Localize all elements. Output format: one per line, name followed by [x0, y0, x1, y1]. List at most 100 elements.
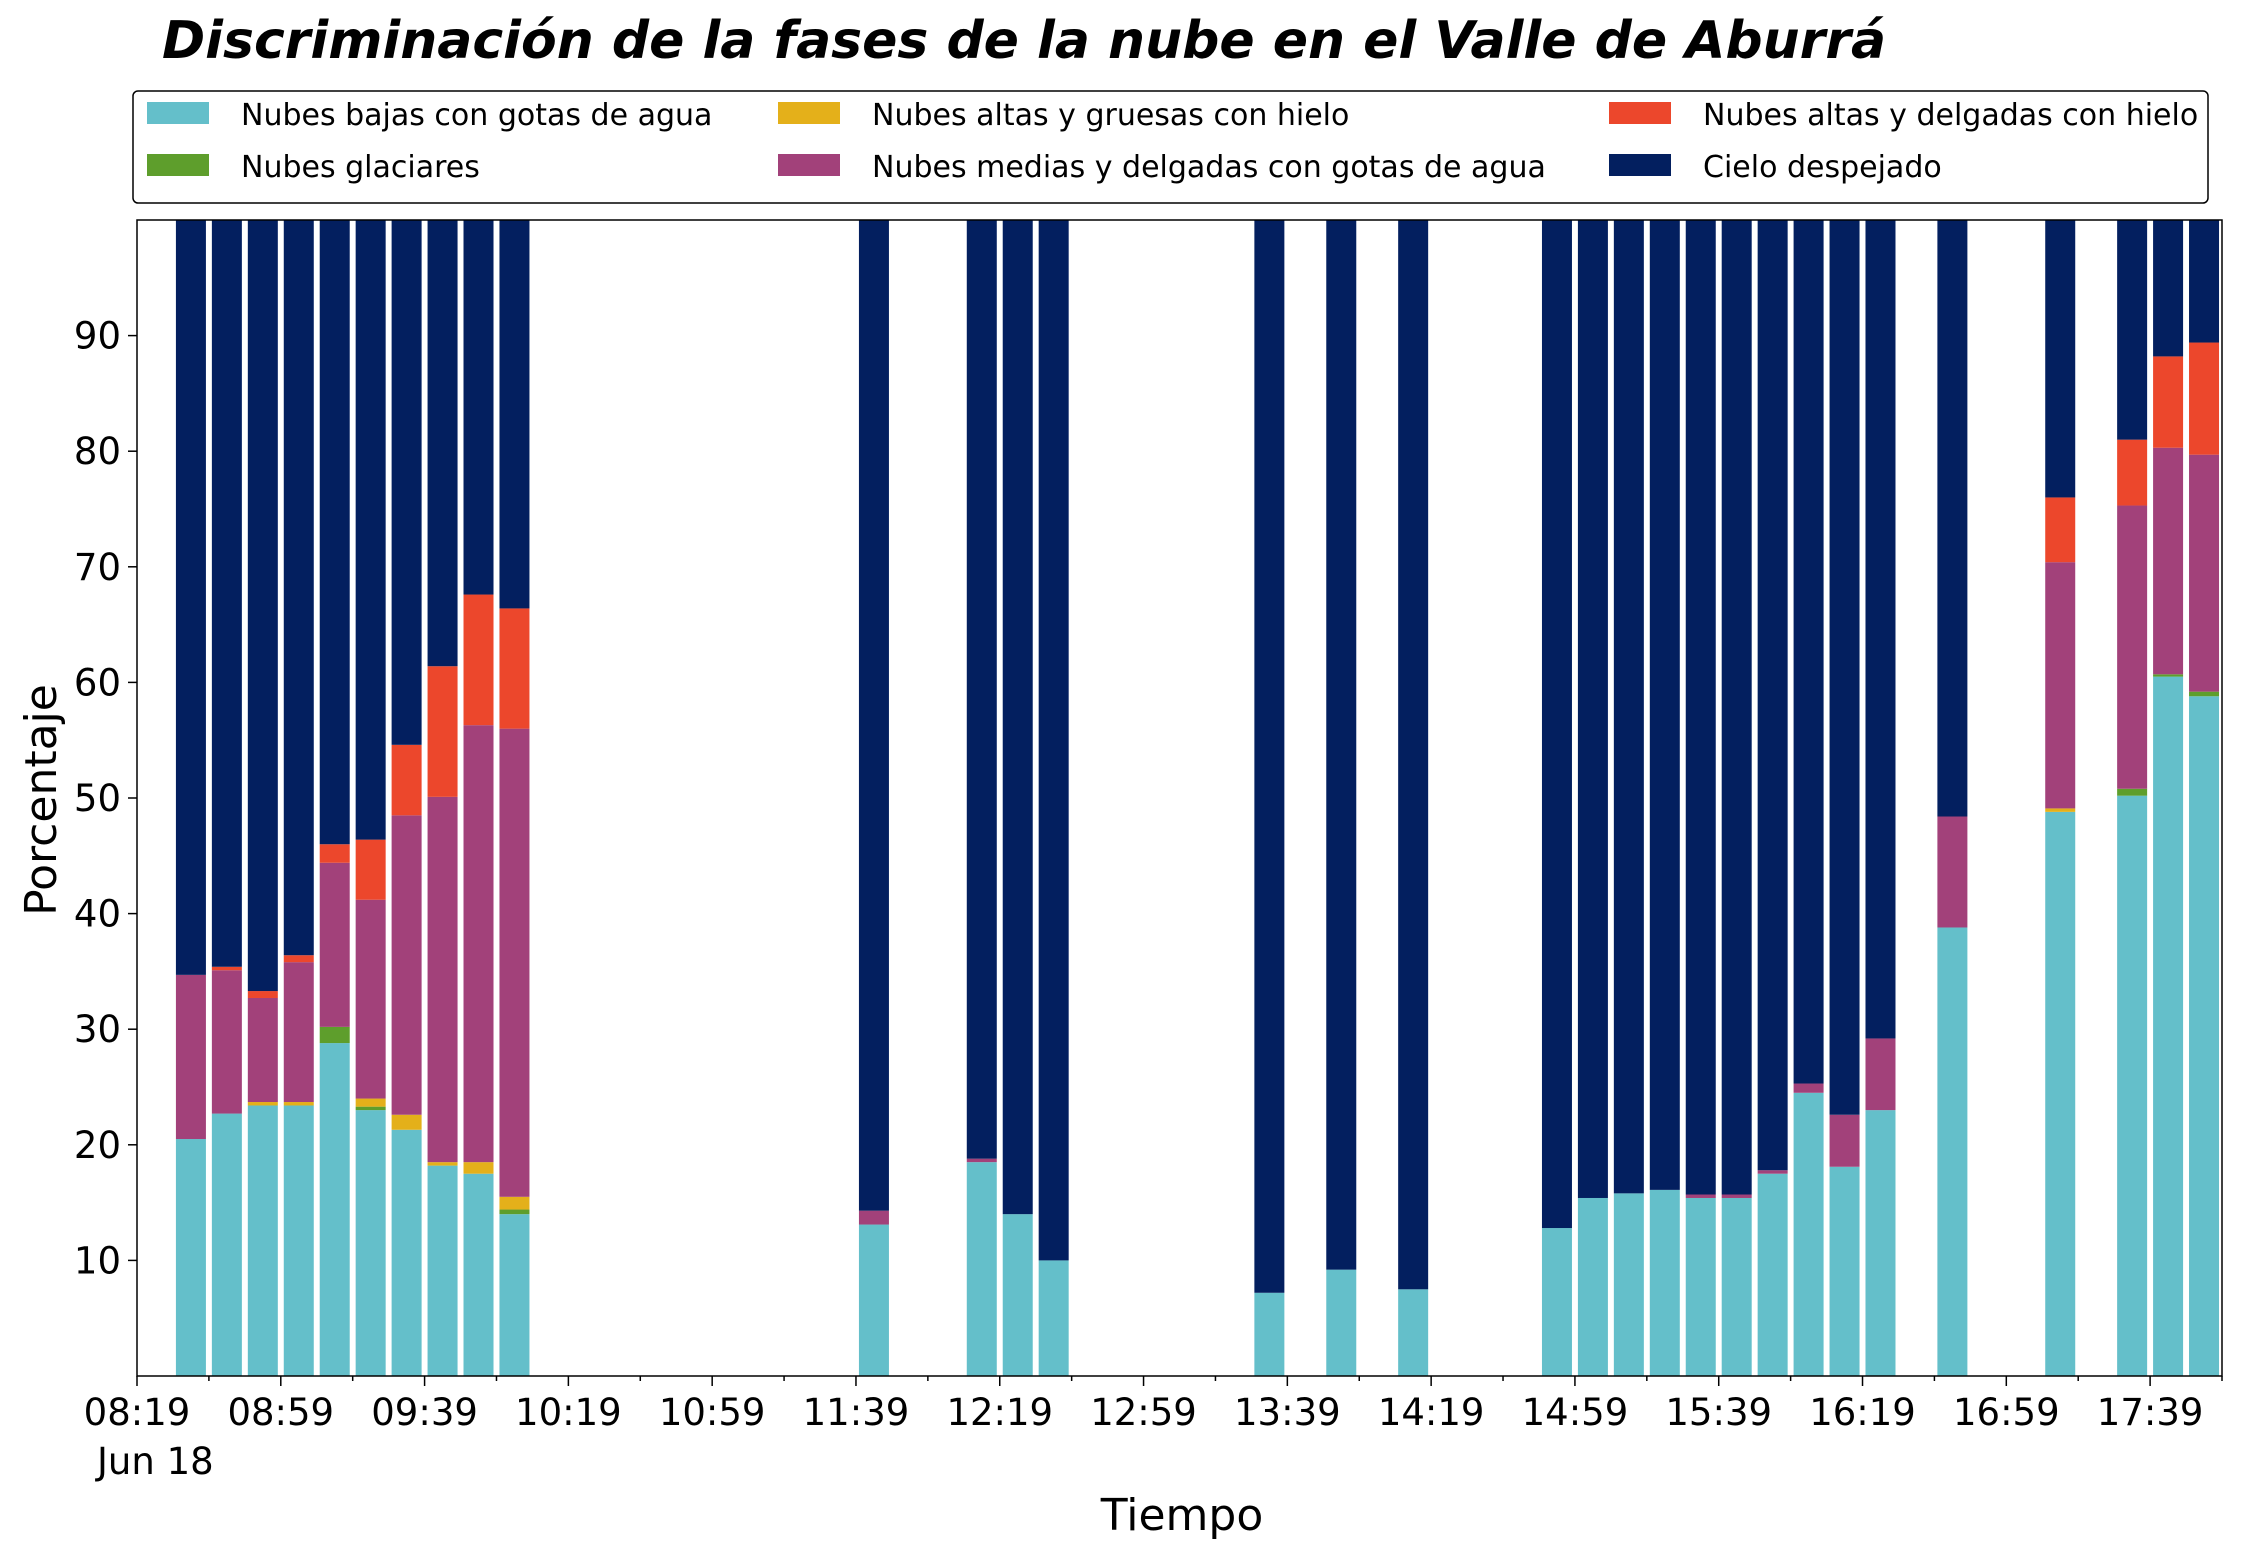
bar-segment-nubes-bajas-con-gotas-de-agua-1544 [1721, 1197, 1752, 1376]
bar-segment-cielo-despejado-1234 [1038, 220, 1069, 1261]
legend-swatch-cielo-despejado [1609, 154, 1671, 176]
bar-segment-cielo-despejado-1754 [2189, 220, 2220, 343]
bar-segment-nubes-bajas-con-gotas-de-agua-1614 [1829, 1166, 1860, 1376]
bar-segment-nubes-medias-y-delgadas-con-gotas-de-agua-1004 [499, 728, 530, 1197]
bar-segment-nubes-altas-y-delgadas-con-hielo-0934 [391, 744, 422, 816]
x-tick-label-1739: 17:39 [2097, 1391, 2204, 1434]
bar-segment-cielo-despejado-1524 [1649, 220, 1680, 1190]
bar-segment-cielo-despejado-0834 [175, 220, 206, 975]
bar-segment-nubes-medias-y-delgadas-con-gotas-de-agua-0904 [283, 962, 314, 1103]
bar-segment-nubes-bajas-con-gotas-de-agua-0844 [211, 1113, 242, 1376]
bar-segment-nubes-altas-y-delgadas-con-hielo-0954 [463, 594, 494, 726]
bar-segment-cielo-despejado-1554 [1757, 220, 1788, 1171]
x-tick-label-1419: 14:19 [1378, 1391, 1485, 1434]
x-tick-label-0819: 08:19 [84, 1391, 191, 1434]
x-tick-label-1139: 11:39 [803, 1391, 910, 1434]
legend-label-cielo-despejado: Cielo despejado [1703, 150, 1942, 185]
bar-segment-nubes-medias-y-delgadas-con-gotas-de-agua-1604 [1793, 1083, 1824, 1093]
bar-segment-nubes-bajas-con-gotas-de-agua-0854 [247, 1105, 278, 1376]
bar-segment-nubes-medias-y-delgadas-con-gotas-de-agua-1744 [2153, 447, 2184, 675]
y-tick-label-40: 40 [74, 893, 121, 936]
bar-segment-nubes-altas-y-delgadas-con-hielo-1744 [2153, 356, 2184, 448]
legend-label-nubes-altas-y-delgadas-con-hielo: Nubes altas y delgadas con hielo [1703, 98, 2198, 133]
bar-segment-nubes-bajas-con-gotas-de-agua-1554 [1757, 1173, 1788, 1376]
bar-segment-nubes-bajas-con-gotas-de-agua-1754 [2189, 696, 2220, 1376]
bar-segment-nubes-altas-y-delgadas-con-hielo-0844 [211, 966, 242, 971]
bar-segment-nubes-altas-y-gruesas-con-hielo-0954 [463, 1162, 494, 1174]
bar-segment-nubes-medias-y-delgadas-con-gotas-de-agua-0954 [463, 725, 494, 1163]
bar-segment-nubes-bajas-con-gotas-de-agua-0904 [283, 1105, 314, 1376]
bar-segment-cielo-despejado-1144 [858, 220, 889, 1211]
bar-segment-nubes-bajas-con-gotas-de-agua-0934 [391, 1129, 422, 1376]
bar-segment-nubes-medias-y-delgadas-con-gotas-de-agua-1754 [2189, 454, 2220, 692]
bar-segment-nubes-medias-y-delgadas-con-gotas-de-agua-1614 [1829, 1114, 1860, 1167]
bar-segment-cielo-despejado-1214 [966, 220, 997, 1159]
bar-segment-nubes-bajas-con-gotas-de-agua-1534 [1685, 1197, 1716, 1376]
bar-segment-nubes-bajas-con-gotas-de-agua-1224 [1002, 1214, 1033, 1376]
bar-segment-nubes-medias-y-delgadas-con-gotas-de-agua-1714 [2045, 562, 2076, 809]
bar-segment-cielo-despejado-1534 [1685, 220, 1716, 1195]
y-tick-label-10: 10 [74, 1239, 121, 1282]
bar-segment-nubes-medias-y-delgadas-con-gotas-de-agua-1554 [1757, 1170, 1788, 1174]
bar-segment-nubes-glaciares-0914 [319, 1026, 350, 1044]
bar-segment-nubes-medias-y-delgadas-con-gotas-de-agua-1624 [1865, 1038, 1896, 1111]
bar-segment-nubes-bajas-con-gotas-de-agua-0924 [355, 1110, 386, 1376]
y-axis: 10 20 30 40 50 60 70 80 90 [74, 315, 137, 1282]
bar-segment-cielo-despejado-1504 [1577, 220, 1608, 1198]
bar-segment-nubes-bajas-con-gotas-de-agua-0944 [427, 1165, 458, 1376]
legend-swatch-nubes-altas-y-gruesas-con-hielo [778, 102, 840, 124]
bar-segment-nubes-altas-y-delgadas-con-hielo-0904 [283, 955, 314, 963]
bar-segment-cielo-despejado-0914 [319, 220, 350, 845]
bar-segment-nubes-medias-y-delgadas-con-gotas-de-agua-1644 [1937, 816, 1968, 928]
bar-segment-cielo-despejado-1224 [1002, 220, 1033, 1215]
bar-segment-nubes-medias-y-delgadas-con-gotas-de-agua-0834 [175, 974, 206, 1140]
bar-segment-nubes-altas-y-gruesas-con-hielo-0904 [283, 1102, 314, 1106]
bar-segment-nubes-medias-y-delgadas-con-gotas-de-agua-0944 [427, 796, 458, 1163]
bar-segment-cielo-despejado-0944 [427, 220, 458, 667]
bar-segment-cielo-despejado-1354 [1326, 220, 1357, 1270]
bar-segment-nubes-glaciares-1004 [499, 1209, 530, 1215]
x-date-label: Jun 18 [95, 1440, 214, 1483]
bar-segment-nubes-altas-y-gruesas-con-hielo-0934 [391, 1114, 422, 1130]
bar-segment-nubes-medias-y-delgadas-con-gotas-de-agua-0934 [391, 815, 422, 1115]
bar-segment-nubes-altas-y-gruesas-con-hielo-0924 [355, 1098, 386, 1107]
x-tick-label-1339: 13:39 [1234, 1391, 1341, 1434]
x-tick-label-1259: 12:59 [1090, 1391, 1197, 1434]
bar-segment-nubes-glaciares-0924 [355, 1106, 386, 1111]
bar-segment-cielo-despejado-1734 [2117, 220, 2148, 440]
legend-swatch-nubes-altas-y-delgadas-con-hielo [1609, 102, 1671, 124]
bar-segment-cielo-despejado-0904 [283, 220, 314, 956]
bar-segment-nubes-bajas-con-gotas-de-agua-1604 [1793, 1092, 1824, 1376]
x-tick-label-1659: 16:59 [1953, 1391, 2060, 1434]
bar-segment-nubes-bajas-con-gotas-de-agua-1744 [2153, 676, 2184, 1376]
bar-segment-nubes-bajas-con-gotas-de-agua-0834 [175, 1139, 206, 1376]
legend-label-nubes-glaciares: Nubes glaciares [241, 150, 480, 185]
bar-segment-nubes-altas-y-delgadas-con-hielo-0854 [247, 991, 278, 998]
bar-segment-cielo-despejado-1604 [1793, 220, 1824, 1084]
bar-segment-cielo-despejado-1624 [1865, 220, 1896, 1039]
y-tick-label-70: 70 [74, 546, 121, 589]
bar-segment-nubes-glaciares-1744 [2153, 674, 2184, 677]
x-tick-label-1219: 12:19 [946, 1391, 1053, 1434]
bar-segment-cielo-despejado-1744 [2153, 220, 2184, 357]
bar-segment-nubes-glaciares-1754 [2189, 691, 2220, 697]
bar-segment-nubes-altas-y-delgadas-con-hielo-1754 [2189, 342, 2220, 455]
y-axis-label: Porcentaje [16, 684, 67, 916]
bar-segment-cielo-despejado-1644 [1937, 220, 1968, 817]
bar-segment-nubes-medias-y-delgadas-con-gotas-de-agua-0914 [319, 862, 350, 1027]
bar-segment-cielo-despejado-1544 [1721, 220, 1752, 1195]
bar-segment-nubes-bajas-con-gotas-de-agua-1714 [2045, 811, 2076, 1376]
bar-segment-nubes-bajas-con-gotas-de-agua-1644 [1937, 927, 1968, 1376]
bar-segment-nubes-bajas-con-gotas-de-agua-1504 [1577, 1197, 1608, 1376]
bar-segment-nubes-bajas-con-gotas-de-agua-1004 [499, 1214, 530, 1376]
bar-segment-nubes-bajas-con-gotas-de-agua-1624 [1865, 1110, 1896, 1376]
bar-segment-nubes-bajas-con-gotas-de-agua-1144 [858, 1224, 889, 1376]
bar-segment-nubes-bajas-con-gotas-de-agua-1454 [1541, 1228, 1572, 1376]
bar-segment-nubes-medias-y-delgadas-con-gotas-de-agua-0924 [355, 899, 386, 1099]
bar-segment-nubes-bajas-con-gotas-de-agua-1414 [1398, 1289, 1429, 1376]
bar-segment-cielo-despejado-1514 [1613, 220, 1644, 1194]
bar-segment-nubes-medias-y-delgadas-con-gotas-de-agua-0854 [247, 997, 278, 1103]
x-tick-label-1539: 15:39 [1665, 1391, 1772, 1434]
bar-segment-cielo-despejado-1004 [499, 220, 530, 609]
legend-swatch-nubes-glaciares [147, 154, 209, 176]
